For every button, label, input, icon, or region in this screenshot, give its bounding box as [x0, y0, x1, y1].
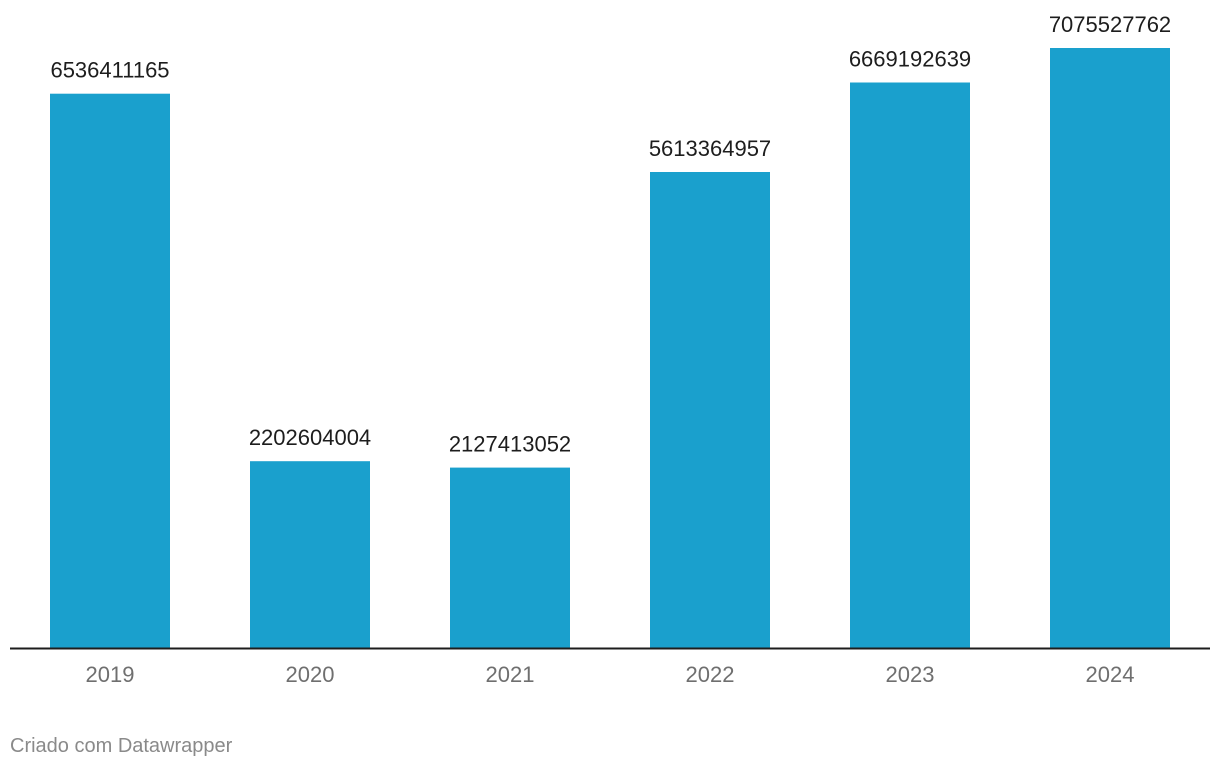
- bar-2022: [650, 172, 770, 648]
- x-tick-label-2021: 2021: [486, 662, 535, 687]
- bars-group: [50, 48, 1170, 648]
- x-tick-label-2019: 2019: [86, 662, 135, 687]
- bar-2021: [450, 467, 570, 648]
- bar-2024: [1050, 48, 1170, 648]
- value-label-2021: 2127413052: [449, 432, 571, 457]
- bar-2023: [850, 82, 970, 648]
- x-tick-labels-group: 2019 2020 2021 2022 2023 2024: [86, 662, 1135, 687]
- value-label-2020: 2202604004: [249, 425, 371, 450]
- x-tick-label-2020: 2020: [286, 662, 335, 687]
- bar-2020: [250, 461, 370, 648]
- value-label-2022: 5613364957: [649, 136, 771, 161]
- x-tick-label-2023: 2023: [886, 662, 935, 687]
- value-label-2024: 7075527762: [1049, 12, 1171, 37]
- value-labels-group: 6536411165 2202604004 2127413052 5613364957…: [50, 12, 1171, 457]
- value-label-2019: 6536411165: [50, 58, 169, 83]
- x-tick-label-2022: 2022: [686, 662, 735, 687]
- attribution-text: Criado com Datawrapper: [10, 735, 233, 757]
- x-tick-label-2024: 2024: [1086, 662, 1135, 687]
- value-label-2023: 6669192639: [849, 47, 971, 72]
- bar-2019: [50, 93, 170, 648]
